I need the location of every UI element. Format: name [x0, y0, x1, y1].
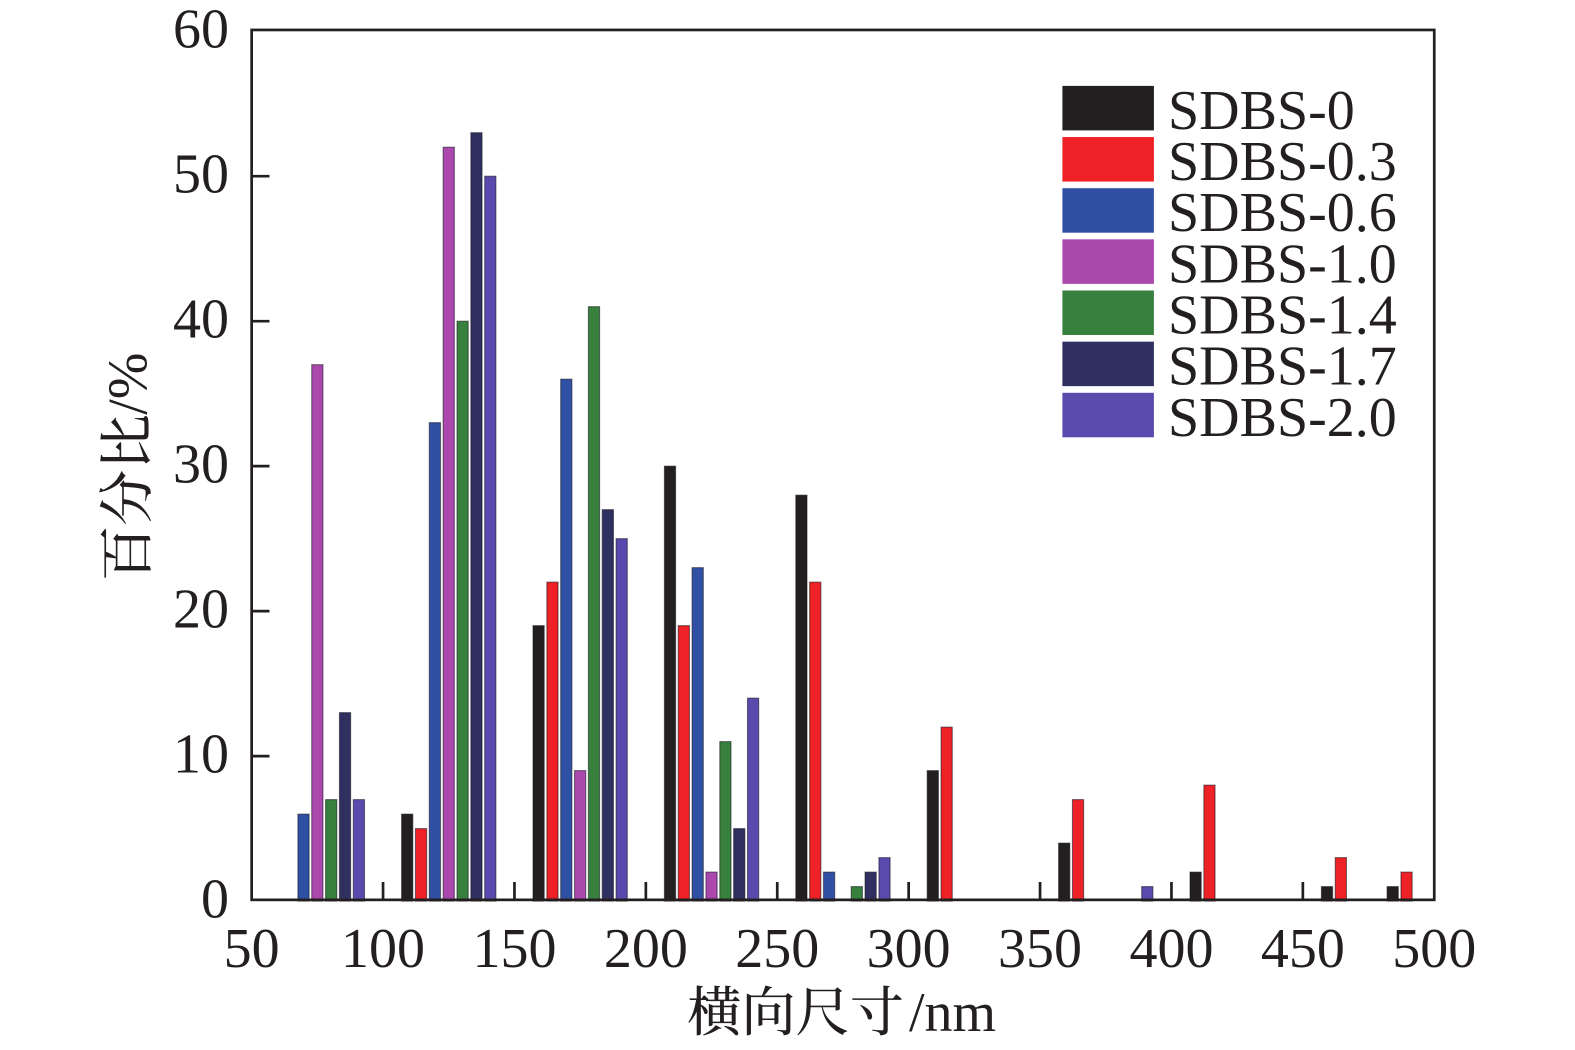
svg-text:SDBS-2.0: SDBS-2.0: [1168, 387, 1397, 449]
svg-text:0: 0: [201, 869, 229, 931]
svg-text:200: 200: [604, 918, 688, 980]
svg-text:150: 150: [472, 918, 556, 980]
svg-text:/%: /%: [97, 353, 159, 415]
svg-text:350: 350: [998, 918, 1082, 980]
svg-text:60: 60: [173, 0, 229, 61]
svg-text:50: 50: [173, 144, 229, 206]
svg-text:50: 50: [224, 918, 280, 980]
svg-text:450: 450: [1261, 918, 1345, 980]
svg-text:SDBS-1.7: SDBS-1.7: [1168, 336, 1397, 398]
svg-text:250: 250: [735, 918, 819, 980]
svg-text:100: 100: [341, 918, 425, 980]
svg-text:SDBS-0.3: SDBS-0.3: [1168, 131, 1397, 193]
svg-text:SDBS-0: SDBS-0: [1168, 80, 1355, 142]
svg-text:400: 400: [1129, 918, 1213, 980]
svg-text:500: 500: [1392, 918, 1476, 980]
svg-text:20: 20: [173, 579, 229, 641]
svg-text:SDBS-1.4: SDBS-1.4: [1168, 285, 1397, 347]
svg-text:30: 30: [173, 434, 229, 496]
svg-text:SDBS-0.6: SDBS-0.6: [1168, 182, 1397, 244]
svg-text:300: 300: [867, 918, 951, 980]
svg-text:40: 40: [173, 289, 229, 351]
svg-text:/nm: /nm: [909, 982, 996, 1044]
svg-text:SDBS-1.0: SDBS-1.0: [1168, 233, 1397, 295]
svg-text:10: 10: [173, 724, 229, 786]
